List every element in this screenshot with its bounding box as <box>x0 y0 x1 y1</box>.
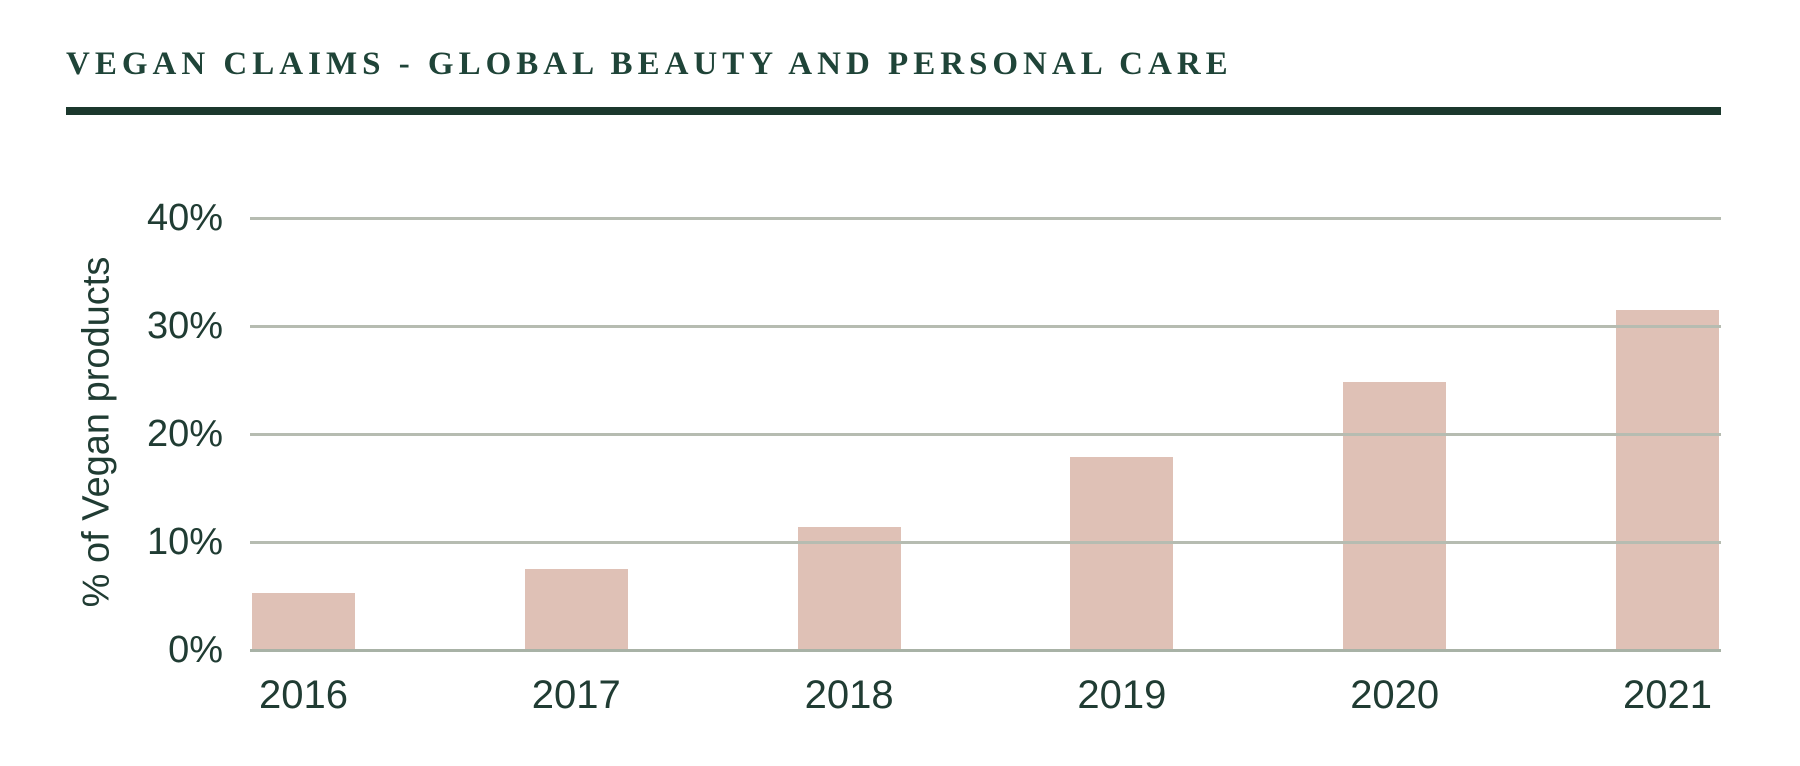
bar-2020 <box>1343 382 1447 650</box>
bar-2021 <box>1615 310 1719 650</box>
y-tick-label-10%: 10% <box>146 521 223 563</box>
y-tick-label-20%: 20% <box>146 413 223 455</box>
bar-2018 <box>797 527 901 650</box>
gridline-10% <box>250 541 1721 544</box>
bar-2016 <box>252 593 355 650</box>
x-axis-label-2016: 2016 <box>259 673 348 717</box>
x-axis-label-2018: 2018 <box>804 673 894 717</box>
page-title: VEGAN CLAIMS - GLOBAL BEAUTY AND PERSONA… <box>66 46 1233 82</box>
gridline-30% <box>250 325 1721 328</box>
gridline-40% <box>250 217 1721 220</box>
bar-2019 <box>1070 457 1174 650</box>
x-axis-label-2019: 2019 <box>1077 673 1167 717</box>
x-axis-label-2017: 2017 <box>531 673 621 717</box>
y-tick-label-40%: 40% <box>146 197 223 239</box>
title-underline-rule <box>66 107 1721 115</box>
x-axis-label-2021: 2021 <box>1623 673 1712 717</box>
bar-2017 <box>524 569 628 650</box>
x-axis-baseline <box>250 649 1721 652</box>
bar-group <box>252 218 1719 650</box>
y-tick-label-0%: 0% <box>168 629 223 671</box>
y-tick-label-30%: 30% <box>146 305 223 347</box>
x-axis-label-2020: 2020 <box>1350 673 1440 717</box>
gridline-20% <box>250 433 1721 436</box>
